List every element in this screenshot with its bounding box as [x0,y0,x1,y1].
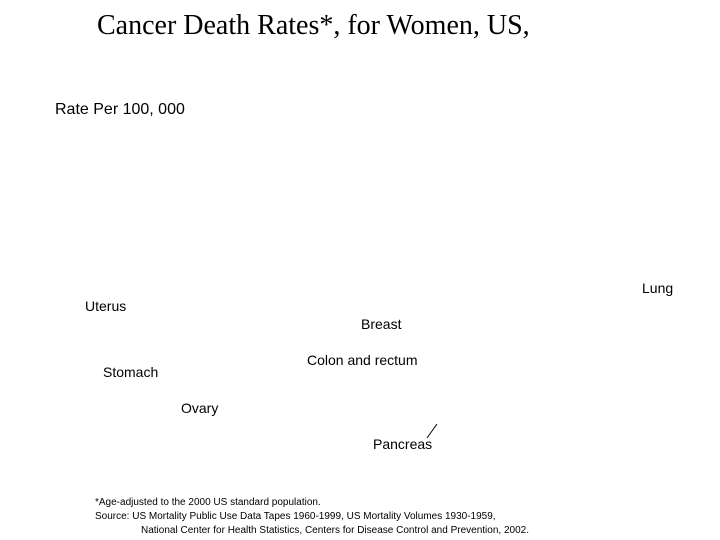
series-label-ovary: Ovary [181,400,219,416]
series-label-stomach: Stomach [103,364,159,380]
y-axis-label: Rate Per 100, 000 [55,101,185,118]
series-label-lung: Lung [642,280,674,296]
footnote-source-continued: National Center for Health Statistics, C… [141,525,529,536]
footnote-source: Source: US Mortality Public Use Data Tap… [95,511,496,522]
series-label-pancreas: Pancreas [373,436,433,452]
series-label-colon-rectum: Colon and rectum [307,352,418,368]
chart-title: Cancer Death Rates*, for Women, US, [97,10,530,41]
footnote-age-adjusted: *Age-adjusted to the 2000 US standard po… [95,497,321,508]
series-label-uterus: Uterus [85,298,127,314]
series-label-breast: Breast [361,316,402,332]
footnote: *Age-adjusted to the 2000 US standard po… [95,496,529,538]
